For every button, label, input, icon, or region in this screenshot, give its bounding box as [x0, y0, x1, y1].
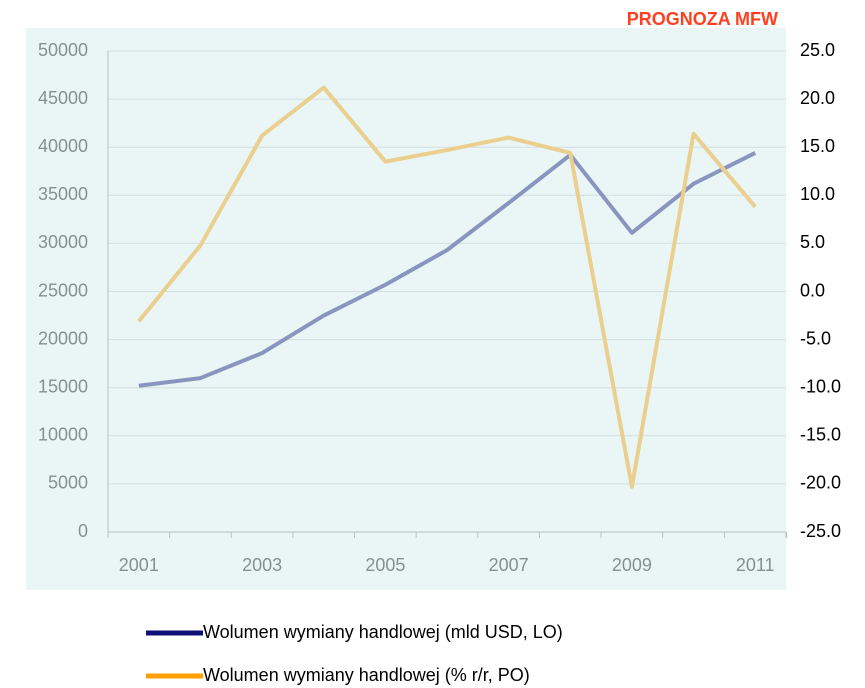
y2-tick-label: 10.0 [800, 184, 835, 204]
legend-label: Wolumen wymiany handlowej (% r/r, PO) [203, 665, 530, 685]
y2-tick-label: 15.0 [800, 136, 835, 156]
y2-tick-label: 20.0 [800, 88, 835, 108]
y2-tick-label: 0.0 [800, 280, 825, 300]
y2-tick-label: -15.0 [800, 425, 841, 445]
y2-tick-label: 25.0 [800, 40, 835, 60]
y2-tick-label: 5.0 [800, 232, 825, 252]
y2-tick-label: -5.0 [800, 328, 831, 348]
y2-tick-label: -25.0 [800, 521, 841, 541]
forecast-area [26, 28, 787, 590]
legend-label: Wolumen wymiany handlowej (mld USD, LO) [203, 622, 563, 642]
forecast-label: PROGNOZA MFW [627, 9, 778, 29]
y2-tick-label: -20.0 [800, 473, 841, 493]
y2-tick-label: -10.0 [800, 376, 841, 396]
